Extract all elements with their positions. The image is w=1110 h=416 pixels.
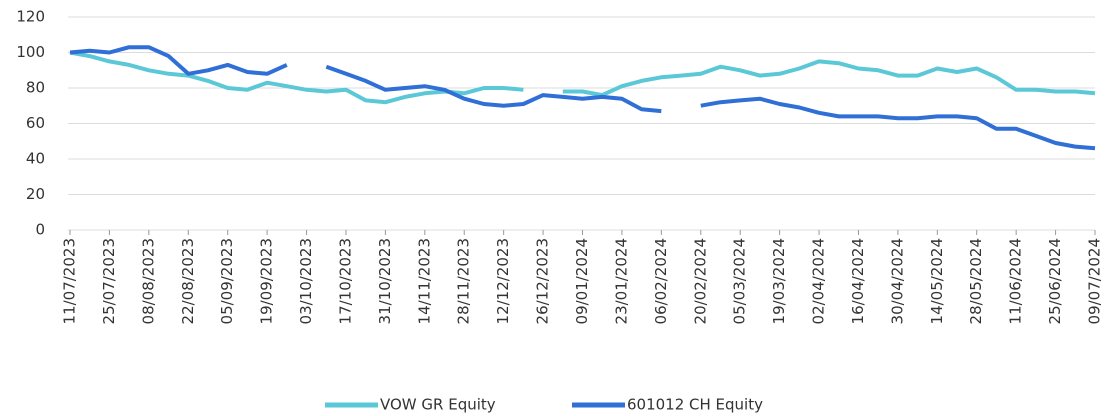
x-tick-label: 14/05/2024 <box>928 238 946 324</box>
x-tick-label: 11/07/2023 <box>61 238 79 324</box>
x-tick-label: 06/02/2024 <box>652 238 670 324</box>
legend-label: VOW GR Equity <box>380 396 496 414</box>
y-tick-label: 120 <box>16 8 45 26</box>
x-tick-label: 05/09/2023 <box>218 238 236 324</box>
series-line <box>69 50 1096 105</box>
x-tick-label: 30/04/2024 <box>888 238 906 324</box>
x-tick-label: 31/10/2023 <box>376 238 394 324</box>
series-line <box>69 45 1096 151</box>
y-tick-label: 80 <box>26 79 45 97</box>
x-tick-label: 28/11/2023 <box>455 238 473 324</box>
x-tick-label: 25/07/2023 <box>100 238 118 324</box>
x-tick-label: 14/11/2023 <box>415 238 433 324</box>
x-tick-label: 19/09/2023 <box>258 238 276 324</box>
x-tick-label: 19/03/2024 <box>770 238 788 324</box>
x-tick-label: 20/02/2024 <box>691 238 709 324</box>
x-tick-label: 22/08/2023 <box>179 238 197 324</box>
x-tick-label: 08/08/2023 <box>139 238 157 324</box>
y-tick-label: 0 <box>35 221 45 239</box>
x-tick-label: 02/04/2024 <box>810 238 828 324</box>
x-tick-label: 25/06/2024 <box>1046 238 1064 324</box>
x-tick-label: 28/05/2024 <box>967 238 985 324</box>
x-tick-label: 23/01/2024 <box>612 238 630 324</box>
y-tick-label: 60 <box>26 114 45 132</box>
x-tick-label: 09/07/2024 <box>1086 238 1104 324</box>
x-tick-label: 16/04/2024 <box>849 238 867 324</box>
x-tick-label: 26/12/2023 <box>534 238 552 324</box>
x-tick-label: 09/01/2024 <box>573 238 591 324</box>
x-tick-label: 11/06/2024 <box>1007 238 1025 324</box>
legend-label: 601012 CH Equity <box>627 396 763 414</box>
y-tick-label: 100 <box>16 43 45 61</box>
x-tick-label: 17/10/2023 <box>336 238 354 324</box>
x-tick-label: 03/10/2023 <box>297 238 315 324</box>
x-tick-label: 12/12/2023 <box>494 238 512 324</box>
x-tick-label: 05/03/2024 <box>731 238 749 324</box>
y-tick-label: 40 <box>26 150 45 168</box>
y-tick-label: 20 <box>26 185 45 203</box>
